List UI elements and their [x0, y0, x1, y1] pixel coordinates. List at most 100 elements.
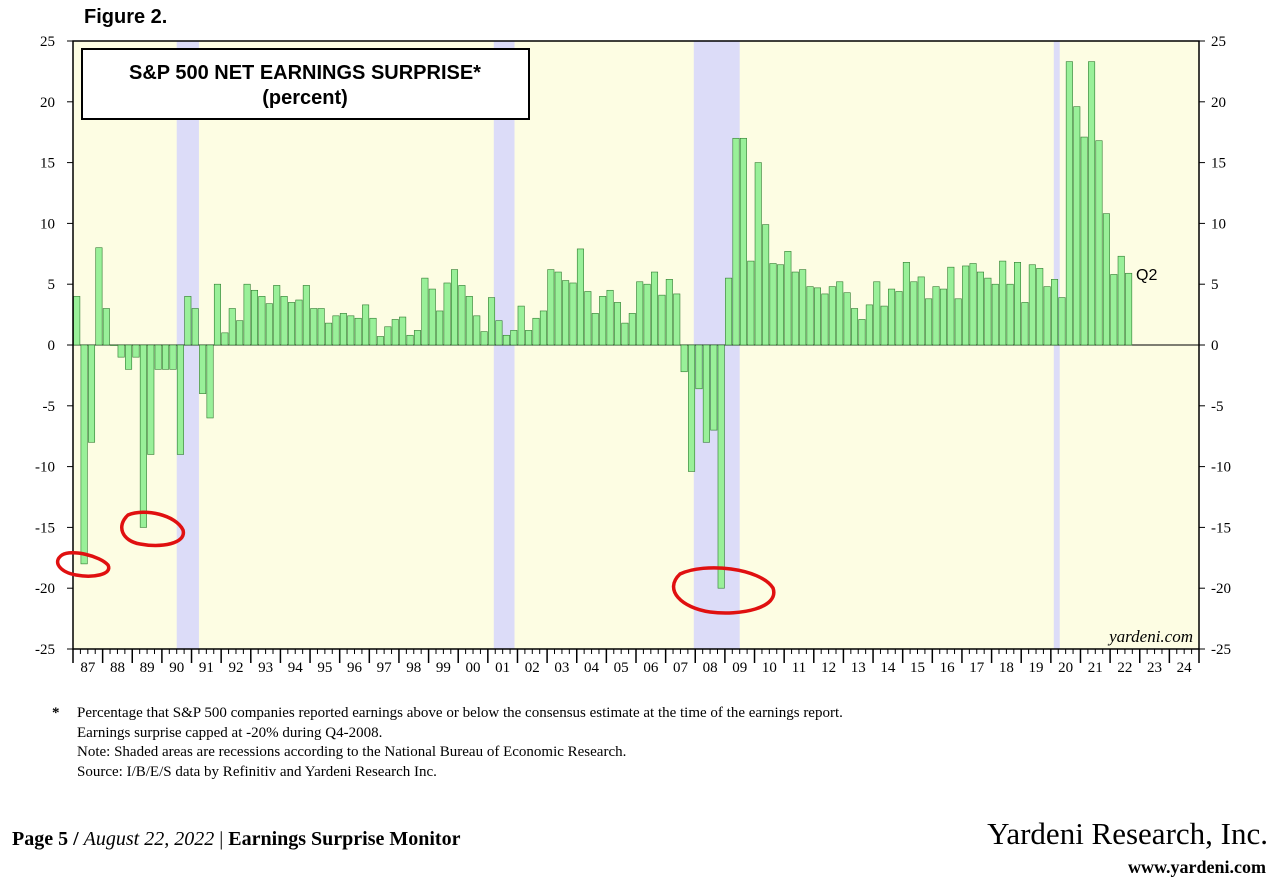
x-tick-label: 01: [495, 660, 510, 676]
bar: [732, 137, 740, 346]
bar: [954, 298, 962, 346]
bar: [895, 291, 903, 346]
y-tick-label-right: 15: [1211, 156, 1226, 172]
bar: [821, 293, 829, 346]
bar: [354, 317, 362, 346]
y-tick-label-left: -20: [35, 581, 55, 597]
bar: [976, 271, 984, 346]
bar: [673, 293, 681, 346]
bar: [451, 269, 459, 346]
highlight-circles: [55, 510, 776, 615]
bar: [621, 322, 629, 346]
y-tick-label-right: 5: [1211, 277, 1219, 293]
bar: [584, 291, 592, 346]
bar: [576, 248, 584, 346]
bar: [969, 263, 977, 346]
bar: [769, 263, 777, 346]
bar: [680, 344, 688, 373]
bar: [725, 277, 733, 346]
x-tick-label: 07: [673, 660, 689, 676]
bar: [836, 281, 844, 346]
x-tick-label: 23: [1147, 660, 1162, 676]
bar: [213, 283, 221, 346]
chart-title: S&P 500 NET EARNINGS SURPRISE*: [129, 62, 481, 84]
bar: [539, 310, 547, 346]
bar: [273, 285, 281, 346]
bar: [858, 319, 866, 346]
bar: [591, 313, 599, 346]
bar: [784, 251, 792, 346]
bar: [1051, 279, 1059, 346]
bar: [643, 283, 651, 346]
note-source: Source: I/B/E/S data by Refinitiv and Ya…: [77, 763, 437, 780]
bar: [851, 308, 859, 346]
y-tick-label-right: -15: [1211, 520, 1231, 536]
bar: [458, 285, 466, 346]
bar: [1095, 140, 1103, 346]
bar: [199, 344, 207, 394]
bar: [162, 344, 170, 370]
bar: [102, 308, 110, 346]
highlight-circle-1987: [55, 551, 111, 578]
bar: [932, 286, 940, 346]
bar: [1102, 213, 1110, 346]
company-url: www.yardeni.com: [1128, 857, 1266, 877]
watermark: yardeni.com: [1107, 627, 1193, 646]
bar: [73, 296, 81, 346]
bar: [1036, 268, 1044, 346]
x-tick-label: 97: [377, 660, 393, 676]
bar: [184, 296, 192, 346]
bar: [532, 317, 540, 346]
bar: [1006, 283, 1014, 346]
bar: [258, 296, 266, 346]
bar: [436, 310, 444, 346]
bar: [376, 336, 384, 346]
bar: [302, 285, 310, 346]
bar: [888, 288, 896, 346]
bar: [1073, 106, 1081, 346]
highlight-circle-2008: [671, 566, 776, 615]
x-tick-label: 00: [466, 660, 481, 676]
bar: [347, 315, 355, 346]
x-tick-label: 98: [406, 660, 421, 676]
x-tick-label: 14: [880, 660, 896, 676]
x-tick-label: 22: [1117, 660, 1132, 676]
bar: [702, 344, 710, 443]
bar: [658, 294, 666, 346]
x-tick-label: 21: [1088, 660, 1103, 676]
bar: [132, 344, 140, 358]
y-tick-label-right: -5: [1211, 399, 1224, 415]
x-tick-label: 90: [169, 660, 184, 676]
bar: [651, 271, 659, 346]
note-cap: Earnings surprise capped at -20% during …: [77, 724, 383, 741]
bar: [710, 344, 718, 431]
bar: [88, 344, 96, 443]
bar: [813, 287, 821, 346]
x-tick-label: 87: [80, 660, 96, 676]
bar: [265, 303, 273, 346]
bar: [110, 344, 118, 346]
bar: [747, 260, 755, 346]
bar: [154, 344, 162, 370]
figure-label: Figure 2.: [84, 6, 168, 28]
y-tick-label-left: 15: [40, 156, 55, 172]
y-tick-label-right: 10: [1211, 216, 1226, 232]
x-tick-label: 24: [1177, 660, 1193, 676]
note-recessions: Note: Shaded areas are recessions accord…: [77, 744, 627, 760]
q2-label: Q2: [1136, 267, 1157, 284]
x-tick-label: 94: [288, 660, 304, 676]
x-tick-label: 91: [199, 660, 214, 676]
y-tick-label-left: 10: [40, 216, 55, 232]
bar: [754, 162, 762, 346]
y-tick-label-left: 20: [40, 95, 55, 111]
bar: [606, 289, 614, 346]
x-tick-label: 10: [762, 660, 777, 676]
bar: [799, 269, 807, 346]
bar: [295, 299, 303, 346]
bar: [828, 286, 836, 346]
x-tick-label: 03: [554, 660, 569, 676]
bar: [554, 271, 562, 346]
bar: [169, 344, 177, 370]
bar: [917, 276, 925, 346]
bar: [369, 317, 377, 346]
